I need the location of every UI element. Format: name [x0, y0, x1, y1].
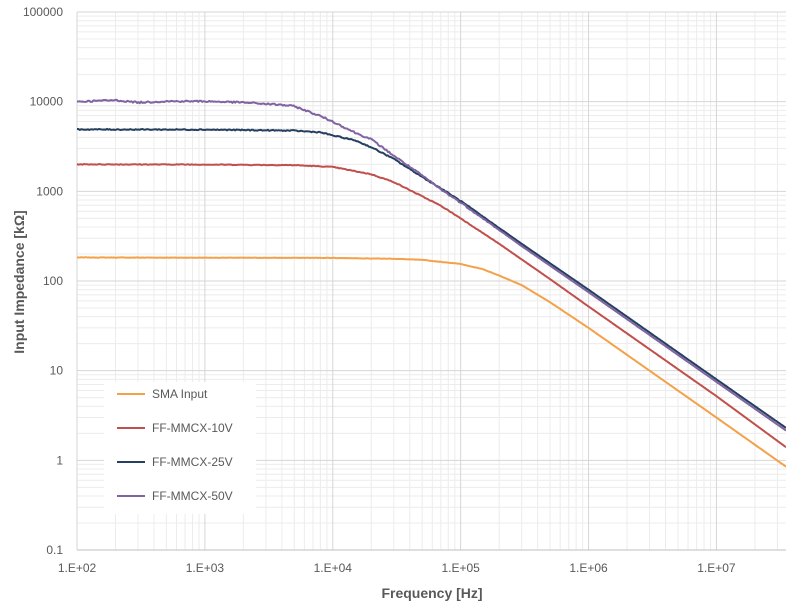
y-tick-label: 1 — [56, 453, 63, 467]
ff-mmcx-50v-series — [77, 98, 786, 432]
y-tick-label: 100000 — [23, 5, 63, 19]
legend-label: FF-MMCX-10V — [152, 421, 233, 435]
x-tick-label: 1.E+04 — [314, 561, 353, 575]
y-tick-label: 10000 — [30, 95, 64, 109]
y-tick-label: 1000 — [36, 184, 63, 198]
y-tick-label: 10 — [50, 364, 64, 378]
sma-input-series — [76, 256, 786, 468]
y-tick-labels: 0.1 1 10 100 1000 10000 100000 — [23, 5, 63, 557]
x-tick-label: 1.E+05 — [441, 561, 480, 575]
x-tick-labels: 1.E+02 1.E+03 1.E+04 1.E+05 1.E+06 1.E+07 — [58, 561, 736, 575]
ff-mmcx-10v-series — [76, 163, 786, 449]
y-tick-label: 0.1 — [46, 543, 63, 557]
legend-label: FF-MMCX-25V — [152, 455, 233, 469]
legend-label: FF-MMCX-50V — [152, 489, 233, 503]
legend: SMA Input FF-MMCX-10V FF-MMCX-25V FF-MMCX-5… — [104, 382, 256, 514]
x-tick-label: 1.E+07 — [697, 561, 736, 575]
x-tick-label: 1.E+02 — [58, 561, 97, 575]
legend-label: SMA Input — [152, 387, 208, 401]
y-axis-title: Input Impedance [kΩ] — [11, 210, 27, 353]
y-tick-label: 100 — [43, 274, 63, 288]
x-tick-label: 1.E+03 — [186, 561, 225, 575]
legend-background — [104, 382, 256, 514]
x-tick-label: 1.E+06 — [569, 561, 608, 575]
x-axis-title: Frequency [Hz] — [381, 585, 482, 601]
series-layer — [76, 98, 786, 468]
